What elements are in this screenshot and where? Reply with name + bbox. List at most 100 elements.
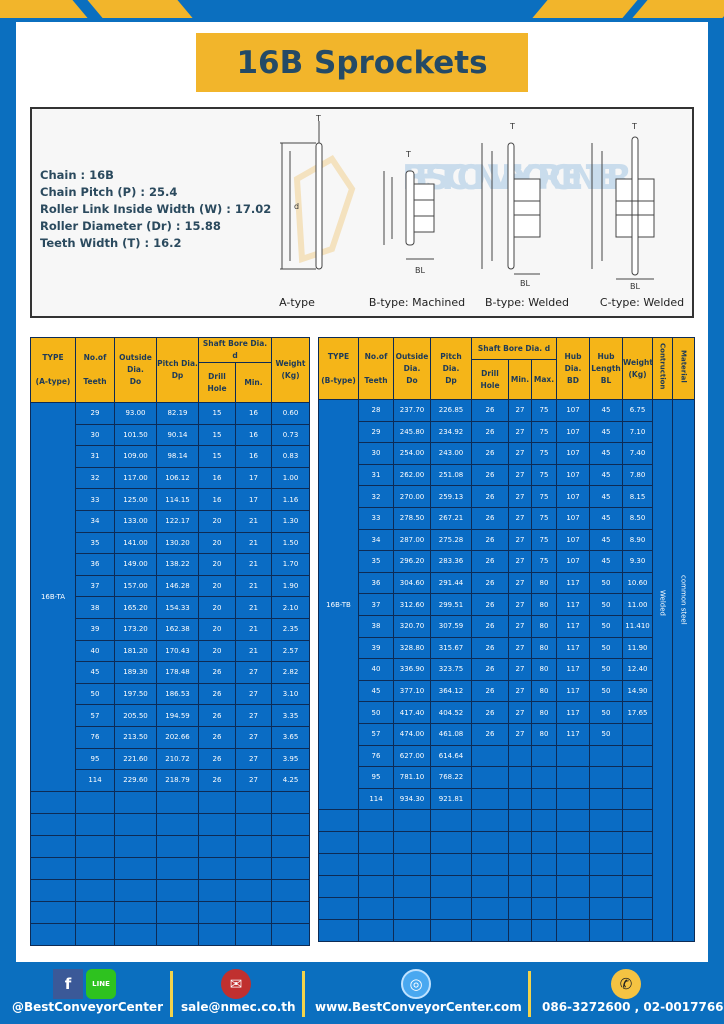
table-cell: 27 (235, 682, 272, 706)
table-cell (556, 744, 590, 768)
construction-value: Welded (658, 590, 667, 616)
empty-cell (531, 853, 557, 877)
table-cell: 32 (358, 485, 394, 508)
social-handle[interactable]: @BestConveyorCenter (12, 1000, 163, 1014)
empty-cell (556, 809, 590, 833)
header-weight: Weight (Kg) (622, 337, 653, 400)
website-link[interactable]: www.BestConveyorCenter.com (315, 1000, 522, 1014)
empty-cell (556, 831, 590, 855)
table-cell: 15 (198, 445, 236, 468)
table-cell: 26 (471, 528, 509, 552)
table-cell: 27 (508, 463, 532, 487)
table-cell: 1.90 (271, 574, 310, 598)
empty-cell (318, 919, 359, 943)
table-cell: 157.00 (114, 574, 157, 598)
table-row: 76 627.00 614.64 (319, 744, 695, 768)
b-type-table: TYPE (B-type) No.of Teeth Outside Dia. Do Pi… (318, 337, 695, 943)
material-cell: common steel (672, 398, 695, 943)
table-cell: 34 (358, 528, 394, 552)
table-cell: 27 (235, 747, 272, 771)
table-row: 35 296.20 283.36 26 27 75 107 45 9.30 (319, 550, 695, 573)
table-cell: 35 (358, 550, 394, 573)
table-cell: 33 (358, 506, 394, 530)
table-cell: 40 (75, 639, 115, 663)
table-cell: 934.30 (393, 787, 431, 811)
table-cell: 27 (508, 614, 532, 638)
table-cell: 80 (531, 722, 557, 746)
table-row: 33 125.00 114.15 16 17 1.16 (31, 488, 310, 511)
email-link[interactable]: sale@nmec.co.th (181, 1000, 296, 1014)
table-cell: 4.25 (271, 769, 310, 792)
table-cell: 296.20 (393, 550, 431, 573)
table-cell: 76 (358, 744, 394, 768)
table-cell: 173.20 (114, 617, 157, 641)
table-cell: 50 (589, 571, 623, 595)
table-cell: 107 (556, 442, 590, 465)
spec-chain: Chain : 16B (40, 168, 114, 182)
table-cell: 146.28 (156, 574, 199, 598)
spec-roller-diameter: Roller Diameter (Dr) : 15.88 (40, 219, 221, 233)
empty-cell (393, 897, 431, 921)
table-cell: 278.50 (393, 506, 431, 530)
empty-cell (198, 878, 236, 902)
spec-teeth-width: Teeth Width (T) : 16.2 (40, 236, 182, 250)
header-outside-dia: Outside Dia. Do (114, 337, 157, 403)
empty-cell (471, 853, 509, 877)
table-cell: 336.90 (393, 658, 431, 681)
table-row: 38 320.70 307.59 26 27 80 117 50 11.410 (319, 614, 695, 638)
empty-cell (393, 853, 431, 877)
table-cell: 11.90 (622, 636, 653, 660)
table-row: 30 101.50 90.14 15 16 0.73 (31, 423, 310, 447)
dim-label-t: T (405, 150, 411, 159)
header-hub-dia: Hub Dia. BD (556, 337, 590, 400)
table-cell: 377.10 (393, 679, 431, 703)
table-cell: 307.59 (430, 614, 472, 638)
table-cell (531, 787, 557, 811)
header-weight: Weight (Kg) (271, 337, 310, 403)
table-cell: 80 (531, 614, 557, 638)
table-cell: 31 (75, 445, 115, 468)
table-cell: 39 (75, 617, 115, 641)
table-cell (471, 766, 509, 789)
diagram-label: B-type: Machined (368, 296, 466, 309)
dim-label-bl: BL (415, 266, 425, 275)
table-cell: 11.00 (622, 593, 653, 616)
table-cell: 3.95 (271, 747, 310, 771)
line-icon[interactable]: LINE (86, 969, 116, 999)
table-cell: 1.30 (271, 509, 310, 533)
empty-cell (30, 922, 76, 946)
table-cell (471, 744, 509, 768)
table-cell (531, 744, 557, 768)
table-row: 45 189.30 178.48 26 27 2.82 (31, 661, 310, 684)
empty-cell (75, 790, 115, 814)
table-cell: 1.50 (271, 531, 310, 555)
header-drill-hole: Drill Hole (471, 359, 509, 400)
empty-cell (156, 922, 199, 946)
table-cell: 474.00 (393, 722, 431, 746)
table-cell: 40 (358, 658, 394, 681)
empty-cell (589, 875, 623, 899)
table-cell (556, 787, 590, 811)
table-cell: 304.60 (393, 571, 431, 595)
table-cell: 27 (508, 636, 532, 660)
table-cell: 90.14 (156, 423, 199, 447)
empty-cell (156, 790, 199, 814)
table-cell: 76 (75, 725, 115, 749)
table-cell: 107 (556, 506, 590, 530)
spec-box: BEST CONVEYOR CENTER (30, 107, 694, 318)
phone-numbers[interactable]: 086-3272600 , 02-0017766 (542, 1000, 724, 1014)
table-cell: 117.00 (114, 466, 157, 490)
table-cell: 20 (198, 596, 236, 619)
table-cell: 197.50 (114, 682, 157, 706)
table-cell: 50 (589, 701, 623, 724)
empty-cell (235, 900, 272, 924)
empty-cell (271, 856, 310, 880)
table-cell (556, 766, 590, 789)
empty-cell (589, 809, 623, 833)
facebook-icon[interactable]: f (53, 969, 83, 999)
table-cell: 1.00 (271, 466, 310, 490)
table-cell: 226.85 (430, 399, 472, 422)
table-cell: 194.59 (156, 704, 199, 727)
chain-specs: Chain : 16B Chain Pitch (P) : 25.4 Rolle… (40, 167, 271, 252)
header-type: TYPE (B-type) (318, 337, 359, 400)
